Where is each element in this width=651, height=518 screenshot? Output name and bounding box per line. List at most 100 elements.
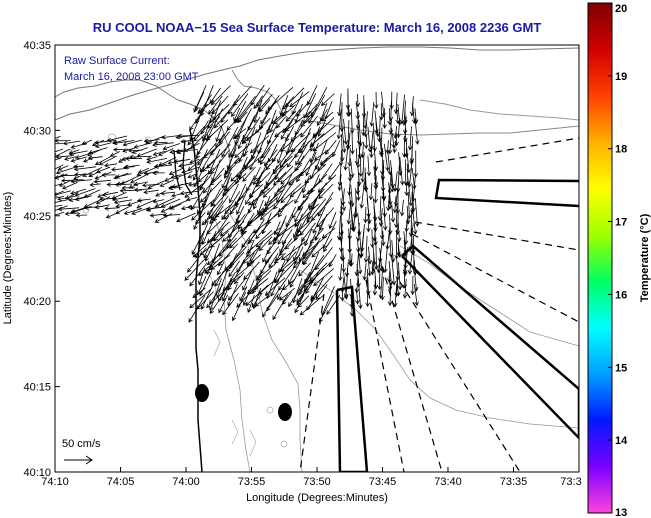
current-vector-arrow: [210, 188, 222, 207]
current-vector-arrow: [280, 132, 303, 152]
isobath-far: [399, 245, 579, 347]
current-vector-arrow: [399, 94, 405, 125]
current-vector-arrow: [247, 294, 255, 313]
current-vector-arrow: [266, 293, 280, 312]
current-vector-arrow: [87, 155, 103, 161]
current-vector-arrow: [194, 91, 205, 111]
current-vector-arrow: [55, 166, 77, 175]
current-vector-arrow: [267, 125, 277, 145]
current-vector-arrow: [169, 203, 182, 210]
current-vector-arrow: [336, 109, 342, 140]
colorbar-tick-label: 17: [615, 217, 627, 229]
surface-current-vectors: [55, 84, 420, 323]
current-vector-arrow: [197, 276, 207, 296]
current-vector-arrow: [343, 118, 348, 145]
current-vector-arrow: [160, 206, 173, 213]
current-vector-arrow: [113, 199, 132, 205]
current-vector-arrow: [297, 295, 310, 308]
current-vector-arrow: [153, 164, 172, 169]
current-vector-arrow: [298, 262, 311, 277]
buoy-marker-2: [278, 403, 292, 421]
current-vector-arrow: [394, 181, 399, 207]
current-vector-arrow: [319, 294, 334, 323]
current-vector-arrow: [129, 154, 152, 160]
current-vector-arrow: [112, 147, 129, 152]
current-vector-arrow: [221, 126, 239, 158]
current-vector-arrow: [191, 199, 215, 221]
colorbar-tick-label: 15: [615, 362, 627, 374]
current-vector-arrow: [356, 143, 361, 169]
current-vector-arrow: [215, 124, 223, 143]
current-vector-arrow: [93, 179, 111, 184]
current-vector-arrow: [369, 143, 374, 159]
current-vector-arrow: [55, 183, 63, 187]
current-vector-arrow: [94, 140, 117, 145]
current-vector-arrow: [153, 140, 168, 146]
current-vector-arrow: [268, 228, 287, 245]
current-vector-arrow: [109, 151, 120, 157]
isobath-outer: [299, 269, 579, 429]
current-vector-arrow: [74, 188, 96, 197]
current-vector-arrow: [170, 174, 182, 179]
current-vector-arrow: [395, 108, 400, 125]
current-vector-arrow: [224, 164, 236, 176]
current-vector-arrow: [277, 133, 289, 164]
current-vector-arrow: [159, 179, 175, 187]
current-vector-arrow: [395, 278, 401, 297]
current-vector-arrow: [388, 229, 394, 258]
current-vector-arrow: [222, 220, 245, 242]
current-vector-arrow: [340, 182, 347, 212]
current-vector-arrow: [383, 243, 388, 274]
colorbar-tick-label: 20: [615, 3, 627, 15]
current-vector-arrow: [219, 220, 241, 237]
current-vector-arrow: [407, 126, 413, 151]
current-vector-arrow: [192, 287, 206, 299]
current-vector-arrow: [196, 291, 214, 310]
current-vector-arrow: [273, 171, 287, 186]
x-tick-label: 74:05: [107, 476, 135, 488]
current-vector-arrow: [397, 262, 403, 291]
current-vector-arrow: [176, 212, 196, 223]
current-vector-arrow: [306, 293, 318, 311]
current-vector-arrow: [316, 108, 328, 127]
current-vector-arrow: [64, 211, 80, 216]
x-axis-ticks: 74:10 74:05 74:00 73:55 73:50 73:45 73:40 73:35…: [41, 467, 582, 488]
current-vector-arrow: [241, 219, 253, 234]
current-vector-arrow: [133, 142, 153, 149]
current-vector-arrow: [82, 157, 94, 163]
colorbar-label: Temperature (°C): [639, 213, 651, 302]
current-vector-arrow: [320, 155, 333, 167]
current-vector-arrow: [322, 220, 337, 249]
current-vector-arrow: [393, 171, 398, 193]
current-vector-arrow: [152, 150, 166, 156]
current-vector-arrow: [213, 228, 224, 242]
current-vector-arrow: [209, 292, 225, 314]
current-vector-arrow: [131, 207, 150, 215]
current-vector-arrow: [273, 252, 286, 264]
current-vector-arrow: [124, 164, 140, 169]
current-vector-arrow: [197, 167, 215, 183]
x-tick-label: 73:35: [500, 476, 528, 488]
current-vector-arrow: [286, 149, 301, 168]
current-vector-arrow: [302, 173, 328, 199]
y-tick-label: 40:25: [23, 211, 51, 223]
shipping-lanes: [335, 178, 579, 472]
current-vector-arrow: [70, 188, 87, 195]
buoy-marker-1: [195, 384, 209, 402]
current-vector-arrow: [168, 185, 183, 191]
current-vector-arrow: [160, 191, 176, 196]
current-vector-arrow: [161, 134, 181, 140]
current-vector-arrow: [292, 251, 310, 269]
current-vector-arrow: [104, 206, 119, 211]
current-vector-arrow: [249, 147, 262, 171]
current-vector-arrow: [62, 181, 78, 190]
x-tick-label: 73:40: [434, 476, 462, 488]
current-vector-arrow: [387, 195, 393, 210]
current-vector-arrow: [131, 147, 148, 154]
current-vector-arrow: [98, 155, 117, 166]
current-vector-arrow: [204, 255, 223, 274]
current-vector-arrow: [381, 181, 387, 202]
current-vector-arrow: [309, 228, 324, 245]
current-vector-arrow: [136, 198, 151, 203]
